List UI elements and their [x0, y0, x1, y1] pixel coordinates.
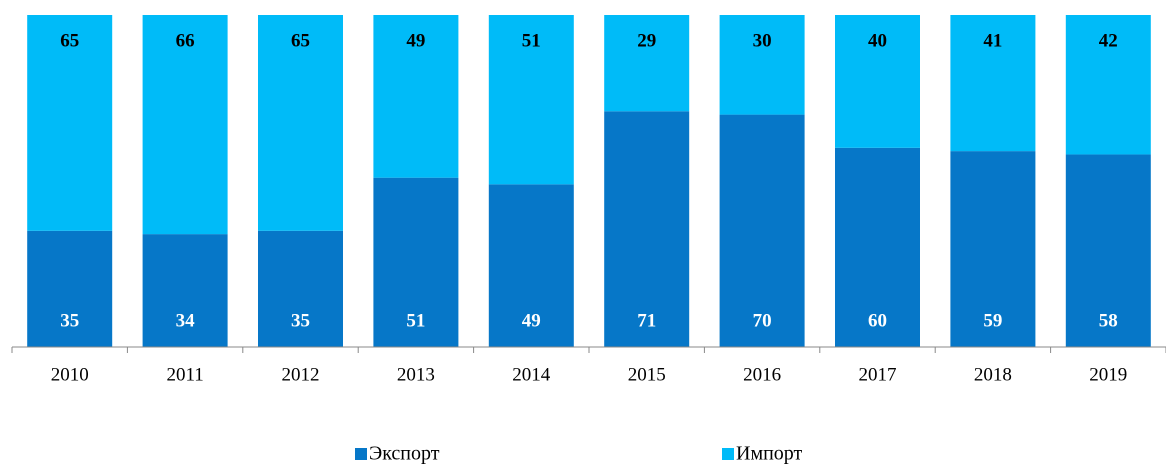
value-label: 51 — [406, 310, 425, 331]
value-label: 60 — [868, 310, 887, 331]
bar-segment — [719, 15, 805, 115]
value-label: 58 — [1099, 310, 1118, 331]
bar-segment — [835, 147, 920, 347]
value-label: 29 — [637, 30, 656, 51]
bar-segment — [258, 15, 343, 231]
bar-segment — [373, 177, 459, 347]
value-label: 35 — [291, 310, 310, 331]
value-label: 71 — [637, 310, 656, 331]
bar-segment — [373, 15, 459, 178]
value-label: 59 — [983, 310, 1002, 331]
bar-segment — [142, 15, 228, 235]
x-tick-label: 2017 — [859, 364, 897, 385]
bar-segment — [835, 15, 920, 148]
value-label: 30 — [753, 30, 772, 51]
x-tick-label: 2013 — [397, 364, 435, 385]
bar-segment — [950, 15, 1036, 152]
bar-segment — [1065, 154, 1151, 347]
legend-label: Импорт — [736, 443, 803, 465]
legend-swatch — [355, 448, 367, 460]
bar-segment — [950, 151, 1036, 347]
value-label: 41 — [983, 30, 1002, 51]
x-tick-label: 2019 — [1089, 364, 1127, 385]
value-label: 42 — [1099, 30, 1118, 51]
bar-segment — [604, 111, 690, 347]
value-label: 51 — [522, 30, 541, 51]
bar-segment — [719, 114, 805, 347]
value-label: 49 — [406, 30, 425, 51]
legend-label: Экспорт — [369, 443, 440, 465]
x-tick-label: 2012 — [282, 364, 320, 385]
bar-segment — [604, 15, 690, 112]
x-tick-label: 2018 — [974, 364, 1012, 385]
value-label: 65 — [60, 30, 79, 51]
value-label: 66 — [176, 30, 195, 51]
bar-segment — [27, 230, 113, 347]
x-tick-label: 2014 — [512, 364, 551, 385]
x-tick-label: 2010 — [51, 364, 89, 385]
value-label: 40 — [868, 30, 887, 51]
value-label: 49 — [522, 310, 541, 331]
bar-segment — [488, 15, 574, 185]
value-label: 65 — [291, 30, 310, 51]
bar-segment — [1065, 15, 1151, 155]
legend-swatch — [722, 448, 734, 460]
value-label: 34 — [176, 310, 196, 331]
bar-segment — [27, 15, 113, 231]
value-label: 35 — [60, 310, 79, 331]
value-label: 70 — [753, 310, 772, 331]
x-tick-label: 2016 — [743, 364, 781, 385]
bar-segment — [142, 234, 228, 347]
bar-segment — [488, 184, 574, 347]
x-tick-label: 2015 — [628, 364, 666, 385]
x-tick-label: 2011 — [166, 364, 203, 385]
bar-segment — [258, 230, 343, 347]
